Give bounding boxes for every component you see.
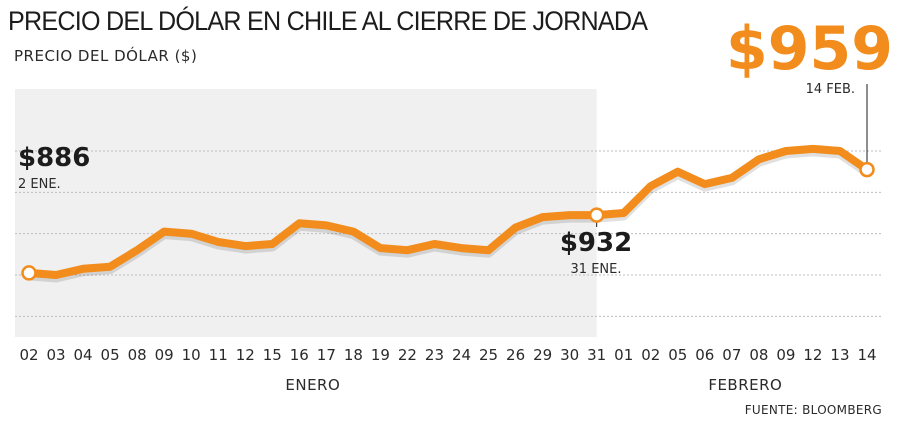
x-tick-label: 03	[46, 346, 65, 364]
x-tick-label: 08	[128, 346, 147, 364]
x-tick-label: 09	[776, 346, 795, 364]
x-tick-label: 16	[290, 346, 309, 364]
x-tick-label: 18	[344, 346, 363, 364]
x-tick-label: 02	[641, 346, 660, 364]
x-tick-label: 12	[803, 346, 822, 364]
x-tick-label: 05	[101, 346, 120, 364]
x-tick-label: 06	[695, 346, 714, 364]
x-tick-label: 10	[182, 346, 201, 364]
x-tick-label: 08	[749, 346, 768, 364]
x-tick-label: 23	[425, 346, 444, 364]
x-tick-label: 09	[155, 346, 174, 364]
series-line	[25, 144, 871, 279]
annotation-mid-value: $932	[560, 228, 632, 258]
x-tick-label: 19	[371, 346, 390, 364]
annotation-start-value: $886	[18, 143, 90, 173]
x-tick-label: 12	[236, 346, 255, 364]
x-tick-label: 25	[479, 346, 498, 364]
y-axis-label: PRECIO DEL DÓLAR ($)	[14, 47, 198, 65]
x-tick-label: 22	[398, 346, 417, 364]
annotation-end-date: 14 FEB.	[806, 82, 855, 97]
x-tick-label: 04	[74, 346, 93, 364]
annotation-marker-0	[21, 265, 37, 281]
x-tick-label: 31	[587, 346, 606, 364]
annotation-marker-2	[859, 161, 875, 178]
annotation-start-date: 2 ENE.	[18, 177, 61, 192]
month-label: FEBRERO	[708, 376, 782, 394]
x-tick-label: 05	[668, 346, 687, 364]
x-tick-label: 15	[263, 346, 282, 364]
annotation-marker-1	[588, 207, 605, 223]
x-tick-label: 30	[560, 346, 579, 364]
x-tick-label: 02	[19, 346, 38, 364]
chart-title: PRECIO DEL DÓLAR EN CHILE AL CIERRE DE J…	[8, 6, 648, 36]
x-tick-label: 13	[830, 346, 849, 364]
x-tick-label: 24	[452, 346, 471, 364]
x-tick-label: 26	[506, 346, 525, 364]
x-axis-tick-labels: 02 03 04 05 08 09 10 11 12 15 16 17 18 19 22 23 24 25 26 29…	[19, 346, 876, 364]
x-tick-label: 17	[317, 346, 336, 364]
x-tick-label: 01	[614, 346, 633, 364]
annotation-end-value: $959	[726, 14, 893, 84]
enero-shaded-region	[15, 89, 597, 337]
x-axis-month-labels: ENERO FEBRERO	[285, 376, 782, 394]
x-tick-label: 14	[857, 346, 876, 364]
source-note: FUENTE: BLOOMBERG	[744, 403, 882, 417]
annotation-markers	[21, 161, 875, 281]
x-tick-label: 11	[209, 346, 228, 364]
month-label: ENERO	[285, 376, 340, 394]
x-tick-label: 07	[722, 346, 741, 364]
annotation-mid-date: 31 ENE.	[571, 262, 622, 277]
x-tick-label: 29	[533, 346, 552, 364]
